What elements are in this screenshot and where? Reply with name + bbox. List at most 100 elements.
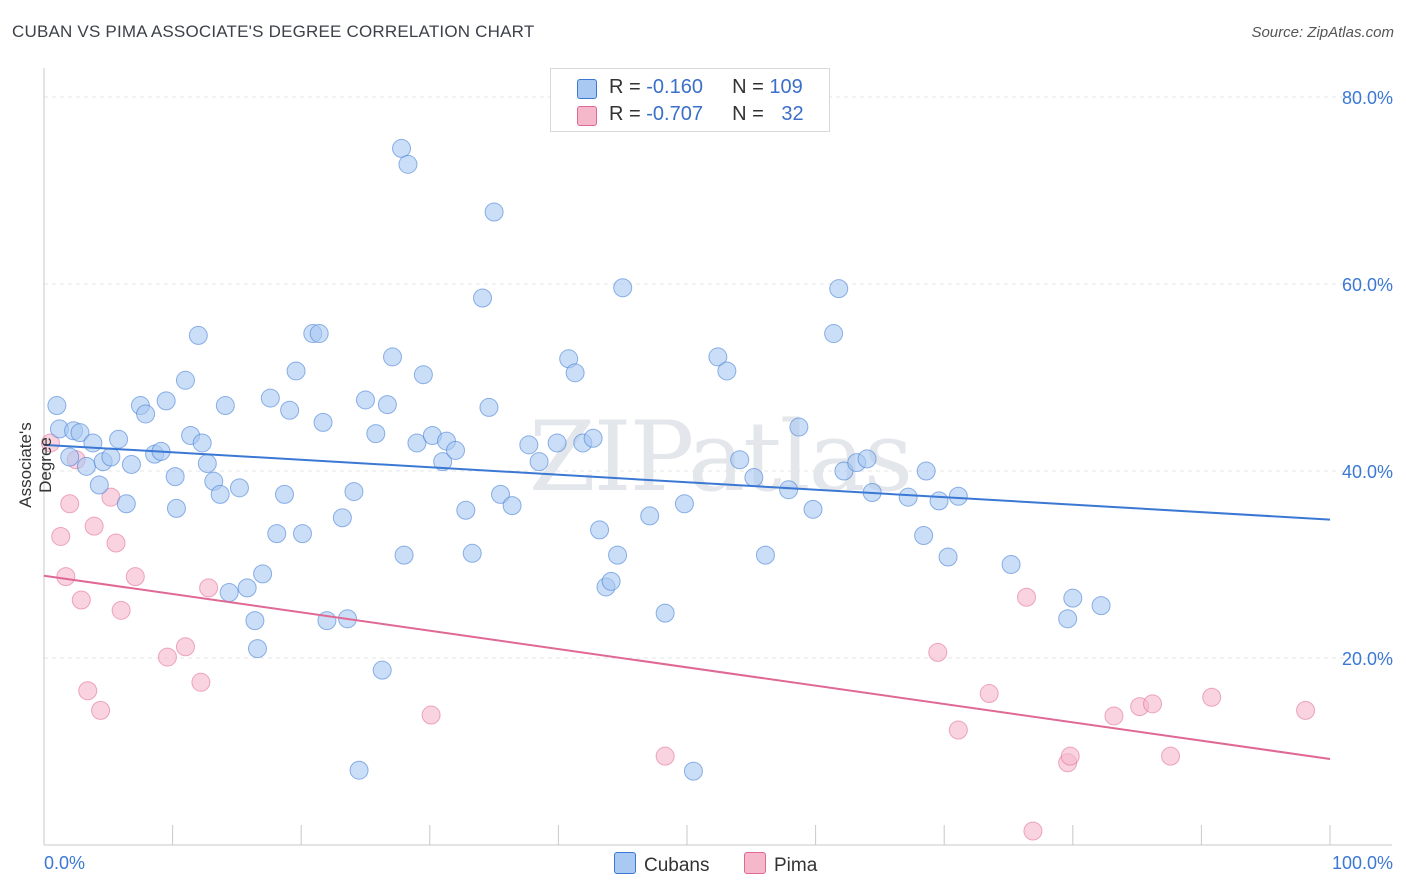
y-tick-labels: 20.0% 40.0% 60.0% 80.0% [1342, 88, 1393, 669]
point-cubans [456, 500, 476, 520]
point-pima [1161, 746, 1181, 766]
point-cubans [407, 433, 427, 453]
point-cubans [267, 524, 287, 544]
point-cubans [121, 454, 141, 474]
y-tick-label: 60.0% [1342, 275, 1393, 295]
legend-row-cubans: R = -0.160 N = 109 [551, 75, 829, 101]
point-cubans [392, 138, 412, 158]
point-pima [71, 590, 91, 610]
point-cubans [192, 433, 212, 453]
point-cubans [188, 325, 208, 345]
point-pima [175, 637, 195, 657]
point-pima [1202, 687, 1222, 707]
point-cubans [394, 545, 414, 565]
trend-lines [43, 443, 1331, 760]
point-cubans [491, 484, 511, 504]
point-pima [91, 700, 111, 720]
point-cubans [730, 450, 750, 470]
point-cubans [237, 578, 257, 598]
point-cubans [938, 547, 958, 567]
point-cubans [245, 611, 265, 631]
point-cubans [446, 440, 466, 460]
trend-line-cubans [43, 443, 1331, 521]
point-cubans [547, 433, 567, 453]
point-cubans [332, 508, 352, 528]
point-pima [979, 684, 999, 704]
point-pima [40, 433, 60, 453]
pima-swatch [744, 852, 766, 874]
point-cubans [484, 202, 504, 222]
point-cubans [590, 520, 610, 540]
point-cubans [601, 571, 621, 591]
point-pima [84, 516, 104, 536]
point-pima [655, 746, 675, 766]
x-tick-labels: 0.0% 100.0% [44, 853, 1393, 873]
point-cubans [70, 423, 90, 443]
point-cubans [640, 506, 660, 526]
point-cubans [60, 447, 80, 467]
point-cubans [479, 397, 499, 417]
point-cubans [344, 482, 364, 502]
point-pima [157, 647, 177, 667]
point-cubans [529, 452, 549, 472]
point-pima [111, 600, 131, 620]
x-ticks [172, 825, 1331, 845]
legend-r-label: R = [609, 103, 647, 125]
chart-title: CUBAN VS PIMA ASSOCIATE'S DEGREE CORRELA… [12, 22, 535, 41]
point-cubans [274, 484, 294, 504]
point-cubans [413, 365, 433, 385]
point-pima [125, 567, 145, 587]
point-pima [56, 567, 76, 587]
point-cubans [366, 424, 386, 444]
point-cubans [109, 429, 129, 449]
legend-n-value: 109 [769, 76, 803, 98]
legend-n-label: N = [732, 76, 770, 98]
bottom-legend-cubans: Cubans [614, 852, 710, 877]
point-cubans [175, 370, 195, 390]
point-cubans [253, 564, 273, 584]
point-cubans [165, 467, 185, 487]
point-cubans [372, 660, 392, 680]
point-pima [51, 526, 71, 546]
point-pima [928, 642, 948, 662]
point-pima [1017, 587, 1037, 607]
point-cubans [683, 761, 703, 781]
x-tick-label: 0.0% [44, 853, 85, 873]
point-cubans [197, 454, 217, 474]
point-cubans [898, 487, 918, 507]
point-cubans [156, 391, 176, 411]
point-cubans [929, 491, 949, 511]
point-cubans [76, 456, 96, 476]
point-cubans [433, 452, 453, 472]
point-cubans [280, 400, 300, 420]
point-cubans [519, 435, 539, 455]
point-pima [1104, 706, 1124, 726]
point-cubans [829, 279, 849, 299]
point-cubans [916, 461, 936, 481]
point-cubans [655, 603, 675, 623]
point-cubans [1063, 588, 1083, 608]
y-axis-label: Associate's Degree [16, 422, 55, 508]
point-pima [60, 494, 80, 514]
y-tick-label: 40.0% [1342, 462, 1393, 482]
point-pima [1023, 821, 1043, 841]
legend-swatch-pima [577, 106, 597, 126]
point-cubans [398, 154, 418, 174]
bottom-legend-pima: Pima [744, 852, 817, 877]
point-cubans [101, 447, 121, 467]
y-tick-label: 80.0% [1342, 88, 1393, 108]
point-pima [1296, 700, 1316, 720]
point-cubans [116, 494, 136, 514]
source-label: Source: ZipAtlas.com [1251, 24, 1394, 41]
gridlines [44, 96, 1392, 659]
point-cubans [286, 361, 306, 381]
point-cubans [292, 524, 312, 544]
cubans-swatch [614, 852, 636, 874]
point-cubans [608, 545, 628, 565]
point-cubans [260, 388, 280, 408]
point-pima [421, 705, 441, 725]
point-cubans [210, 484, 230, 504]
legend-swatch-cubans [577, 79, 597, 99]
watermark: ZIPatlas [529, 401, 911, 513]
